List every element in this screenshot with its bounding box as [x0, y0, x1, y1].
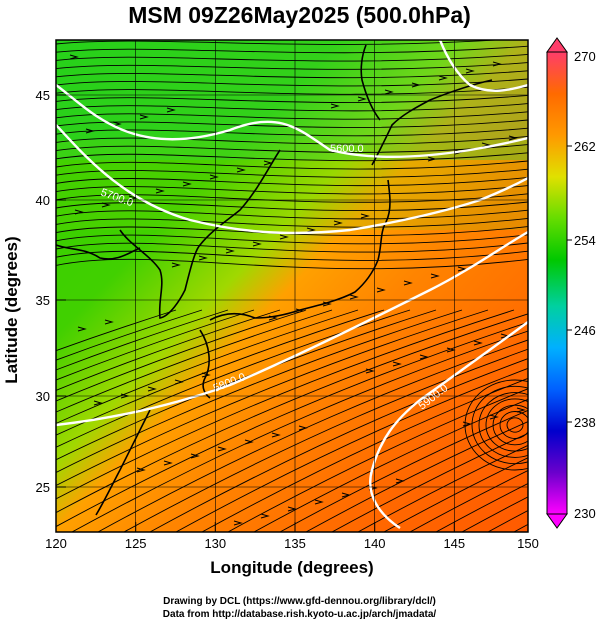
- x-axis-tick-labels: 120 125 130 135 140 145 150: [45, 536, 539, 551]
- colorbar-tick-label: 238: [574, 415, 596, 430]
- colorbar-ramp: [546, 51, 568, 515]
- x-tick-label: 150: [517, 536, 539, 551]
- graticule: [56, 40, 528, 532]
- contour-5600: [56, 84, 528, 158]
- contour-5800: [56, 230, 528, 427]
- colorbar: 270 262 254 246 238 230: [546, 37, 596, 529]
- credit-data: Data from http://database.rish.kyoto-u.a…: [162, 609, 437, 620]
- colorbar-bottom-arrow: [546, 513, 568, 529]
- y-axis-label: Latitude (degrees): [2, 236, 21, 384]
- x-tick-label: 140: [364, 536, 386, 551]
- x-tick-label: 125: [125, 536, 147, 551]
- x-tick-label: 135: [284, 536, 306, 551]
- colorbar-tick-label: 270: [574, 49, 596, 64]
- x-axis-ticks: [55, 522, 529, 532]
- x-tick-label: 130: [204, 536, 226, 551]
- y-axis-ticks: [56, 94, 66, 488]
- x-axis-label: Longitude (degrees): [210, 558, 374, 577]
- colorbar-tick-label: 262: [574, 139, 596, 154]
- map-title: MSM 09Z26May2025 (500.0hPa): [128, 2, 471, 28]
- y-tick-label: 40: [36, 193, 50, 208]
- coastlines: [56, 44, 493, 516]
- colorbar-top-arrow: [546, 37, 568, 53]
- y-tick-label: 35: [36, 293, 50, 308]
- y-axis-tick-labels: 25 30 35 40 45: [36, 88, 50, 495]
- y-tick-label: 45: [36, 88, 50, 103]
- y-tick-label: 30: [36, 389, 50, 404]
- plot-frame: [55, 39, 529, 533]
- x-tick-label: 145: [443, 536, 465, 551]
- colorbar-tick-label: 246: [574, 323, 596, 338]
- y-tick-label: 25: [36, 480, 50, 495]
- contour-5900: [369, 321, 528, 530]
- colorbar-tick-label: 230: [574, 506, 596, 521]
- colorbar-tick-label: 254: [574, 233, 596, 248]
- x-tick-label: 120: [45, 536, 67, 551]
- credit-drawing: Drawing by DCL (https://www.gfd-dennou.o…: [163, 596, 436, 607]
- contour-label-5600: 5600.0: [330, 143, 364, 155]
- streamlines: [56, 40, 528, 532]
